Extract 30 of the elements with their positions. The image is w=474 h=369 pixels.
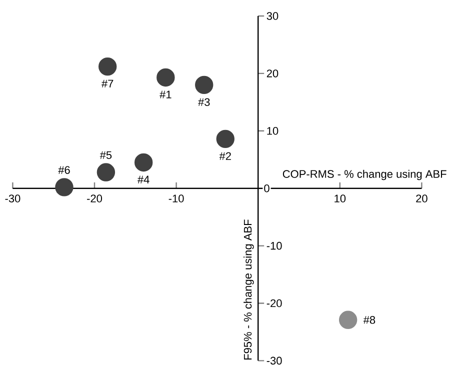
point — [98, 57, 117, 76]
y-tick-label: 30 — [266, 12, 278, 20]
x-tick-label: -10 — [168, 194, 184, 202]
y-tick-label: -30 — [266, 356, 282, 365]
y-tick-label: 10 — [267, 127, 278, 135]
x-axis-title: COP-RMS - % change using ABF — [282, 170, 446, 180]
y-tick-label: -20 — [266, 299, 282, 308]
y-tick-label: 20 — [266, 70, 278, 78]
annotation: #1 — [160, 90, 172, 98]
x-tick-label: -20 — [87, 194, 102, 202]
annotation: #8 — [363, 316, 376, 324]
y-tick-label: -10 — [266, 242, 282, 250]
point — [156, 68, 175, 87]
x-tick-label: 10 — [334, 194, 346, 202]
annotation: #2 — [219, 152, 231, 160]
point — [55, 178, 74, 196]
point — [338, 310, 358, 329]
y-axis-title: F95% - % change using ABF — [244, 220, 254, 360]
point — [195, 76, 214, 94]
point — [134, 153, 153, 172]
x-tick-label: 20 — [416, 194, 428, 202]
annotation: #6 — [58, 166, 70, 174]
x-tick-label: -30 — [5, 194, 20, 202]
point — [96, 163, 116, 182]
y-tick-label: 0 — [264, 184, 270, 192]
annotation: #3 — [198, 98, 210, 106]
annotation: #7 — [102, 80, 114, 88]
point — [216, 130, 234, 148]
annotation: #5 — [100, 151, 112, 159]
annotation: #4 — [138, 176, 150, 184]
